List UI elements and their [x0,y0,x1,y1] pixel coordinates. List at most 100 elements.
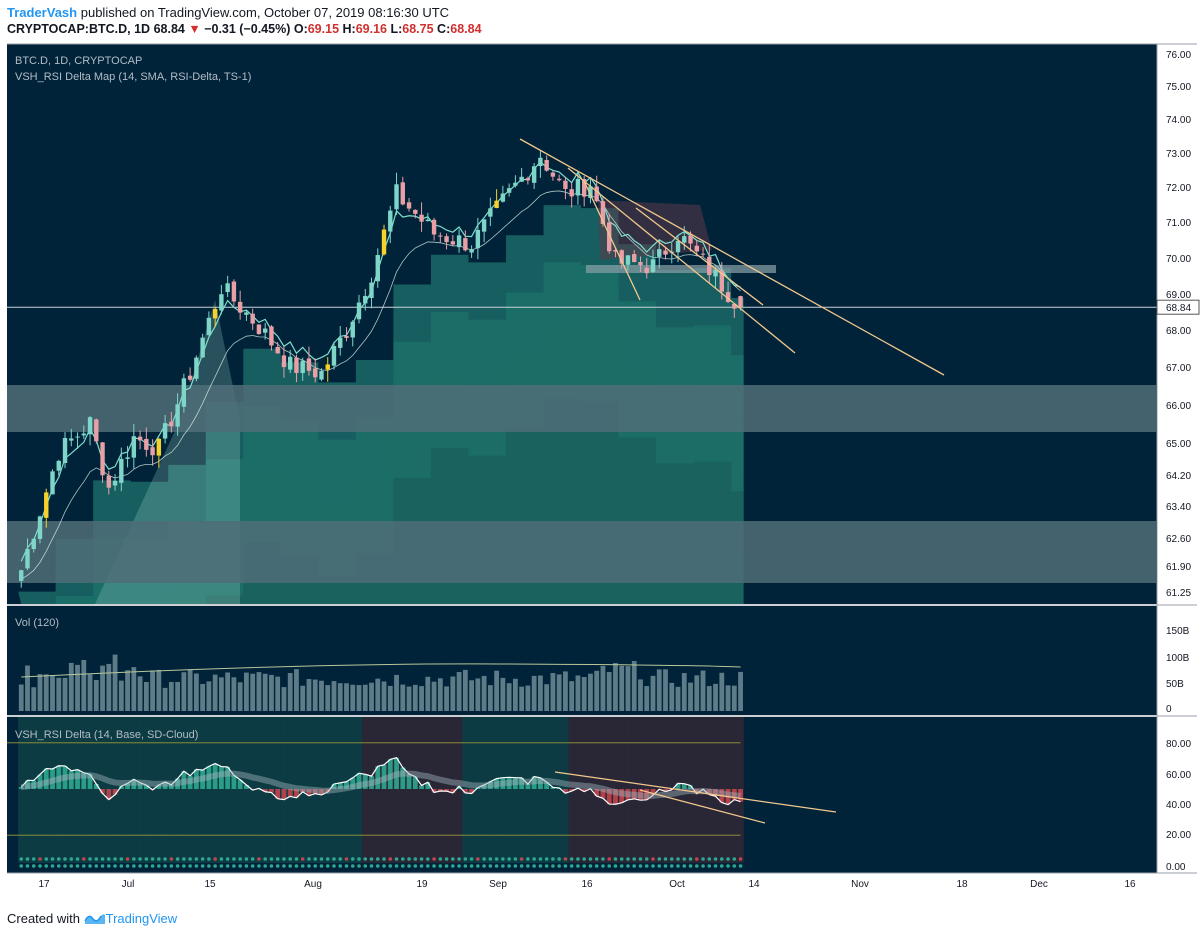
rsi-dot [400,864,405,868]
author-link[interactable]: TraderVash [7,5,78,20]
volume-bar [369,682,374,711]
rsi-dot [644,857,649,861]
rsi-dot [507,864,511,868]
rsi-dot [463,864,468,868]
tradingview-brand[interactable]: TradingView [105,911,178,926]
volume-bar [706,686,712,711]
rsi-band [174,717,181,863]
candle-body [638,262,643,266]
volume-bar [206,681,212,711]
candle-body [250,313,255,324]
rsi-hist-bar [362,774,368,789]
volume-bar [137,676,143,711]
rsi-dot [363,857,368,861]
volume-bar [725,685,731,711]
volume-bar [68,662,74,711]
rsi-band [49,717,56,863]
volume-bar [350,684,356,711]
rsi-band [418,717,425,863]
rsi-band [230,717,238,863]
candle-body [607,222,612,252]
volume-bar [481,675,487,711]
volume-bar [356,685,362,711]
rsi-hist-bar [613,789,618,805]
rsi-dot [507,857,511,861]
candle-body [531,166,537,183]
volume-bar [200,683,206,711]
rsi-hist-bar [275,789,281,799]
rsi-dot [582,857,586,861]
rsi-hist-bar [31,780,37,789]
volume-tick: 50B [1166,679,1184,690]
candle-body [575,178,581,196]
candle-body [488,208,493,217]
candle-body [725,292,731,302]
rsi-hist-bar [431,789,437,793]
candle-body [519,176,524,182]
volume-bar [462,669,468,711]
candle-body [94,419,99,442]
rsi-dot [532,857,536,861]
rsi-band [518,717,525,863]
rsi-dot [250,864,255,868]
rsi-dot [682,857,687,861]
rsi-hist-bar [419,785,424,789]
x-tick-label: Aug [304,879,322,890]
rsi-band [187,717,194,863]
rsi-dot [676,857,680,861]
rsi-dot [107,857,111,861]
rsi-dot [563,864,568,868]
volume-bar [150,670,155,711]
volume-bar [681,673,687,711]
rsi-hist-bar [550,787,556,789]
rsi-dot [713,864,718,868]
rsi-hist-bar [688,785,693,789]
rsi-hist-bar [312,789,318,794]
rsi-plot [7,717,837,868]
rsi-hist-bar [538,777,543,789]
support-zone-1 [7,385,1157,432]
y-tick-label: 76.00 [1166,50,1191,61]
rsi-dot [282,864,286,868]
rsi-hist-bar [481,784,487,789]
rsi-hist-bar [237,779,243,789]
rsi-band [162,717,169,863]
rsi-dot [244,857,249,861]
rsi-hist-bar [738,789,743,802]
rsi-dot [269,864,274,868]
rsi-dot [419,864,424,868]
volume-bar [43,674,49,711]
rsi-band [543,717,550,863]
volume-bar [231,677,237,711]
candle-body [544,159,549,171]
rsi-hist-bar [425,782,431,789]
rsi-dot [225,864,230,868]
candle-body [319,370,324,380]
rsi-dot [25,857,30,861]
rsi-dot [651,857,655,861]
close-label: C: [437,22,451,36]
candle-body [256,324,262,334]
rsi-dot [31,864,36,868]
volume-bar [419,686,424,711]
rsi-dot [657,864,662,868]
rsi-hist-bar [694,789,700,794]
candle-body [650,259,656,273]
candle-body [375,255,380,282]
rsi-band [74,717,81,863]
rsi-dot [344,864,349,868]
rsi-dot [100,857,105,861]
rsi-dot [382,857,386,861]
y-tick-label: 62.60 [1166,534,1191,545]
rsi-band [556,717,563,863]
rsi-dot [319,864,324,868]
rsi-hist-bar [387,759,393,789]
rsi-hist-bar [525,784,531,789]
rsi-dot [19,857,24,861]
rsi-band [481,717,488,863]
rsi-dot [694,857,699,861]
rsi-band [61,717,69,863]
volume-bar [312,679,318,711]
rsi-dot [719,857,724,861]
